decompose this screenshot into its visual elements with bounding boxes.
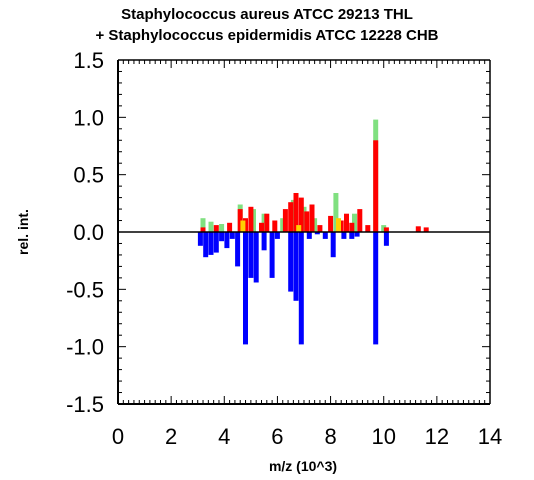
bar-blue-4 xyxy=(219,232,225,242)
bar-red-2 xyxy=(227,222,233,232)
bar-yellow-0 xyxy=(240,220,246,232)
bar-blue-17 xyxy=(306,232,312,239)
bar-blue-12 xyxy=(269,232,275,278)
bar-blue-16 xyxy=(298,232,304,345)
bar-blue-10 xyxy=(253,232,259,283)
bar-green-13 xyxy=(381,225,387,232)
x-tick-label: 4 xyxy=(218,424,230,449)
x-tick-label: 0 xyxy=(112,424,124,449)
bar-blue-9 xyxy=(248,232,254,278)
bar-green-1 xyxy=(208,221,214,232)
x-tick-label: 10 xyxy=(371,424,395,449)
y-tick-label: 1.5 xyxy=(73,48,104,73)
bar-green-9 xyxy=(312,218,318,232)
bar-blue-7 xyxy=(235,232,241,267)
bar-red-20 xyxy=(357,209,363,232)
bar-blue-19 xyxy=(322,232,328,239)
bar-red-14 xyxy=(309,204,315,232)
bar-red-22 xyxy=(373,140,379,232)
y-axis-label: rel. int. xyxy=(15,209,31,255)
chart-subtitle: + Staphylococcus epidermidis ATCC 12228 … xyxy=(95,27,439,44)
bar-red-7 xyxy=(264,213,270,232)
bar-blue-25 xyxy=(383,232,389,246)
bar-blue-14 xyxy=(288,232,294,292)
bar-green-6 xyxy=(280,218,286,232)
bar-green-5 xyxy=(261,213,267,232)
bar-red-17 xyxy=(338,220,344,232)
bar-red-24 xyxy=(415,226,421,232)
bar-green-8 xyxy=(301,206,307,232)
bar-green-7 xyxy=(290,199,296,232)
bar-red-15 xyxy=(317,225,323,232)
y-tick-label: 0.5 xyxy=(73,163,104,188)
bar-green-4 xyxy=(251,209,256,232)
x-tick-label: 14 xyxy=(478,424,502,449)
bar-red-5 xyxy=(248,206,254,232)
bar-red-3 xyxy=(237,209,243,232)
bar-yellow-2 xyxy=(296,225,302,232)
bar-red-10 xyxy=(288,202,294,232)
bar-blue-8 xyxy=(243,232,248,345)
bar-red-23 xyxy=(383,227,389,232)
bar-green-10 xyxy=(333,193,339,232)
bar-red-12 xyxy=(298,197,304,232)
bar-blue-0 xyxy=(197,232,203,246)
x-tick-label: 2 xyxy=(165,424,177,449)
bar-blue-3 xyxy=(213,232,219,253)
bar-red-6 xyxy=(259,222,264,232)
x-tick-label: 8 xyxy=(324,424,336,449)
bar-red-25 xyxy=(423,227,429,232)
bar-red-19 xyxy=(349,222,355,232)
x-tick-label: 6 xyxy=(271,424,283,449)
y-tick-label: -0.5 xyxy=(66,277,104,302)
bar-red-18 xyxy=(344,213,349,232)
bar-red-4 xyxy=(243,218,248,232)
bar-blue-2 xyxy=(208,232,214,255)
y-tick-label: 0.0 xyxy=(73,220,104,245)
bar-blue-20 xyxy=(330,232,336,258)
bar-blue-18 xyxy=(314,232,320,235)
bar-blue-22 xyxy=(349,232,355,239)
bar-red-16 xyxy=(328,215,334,232)
bar-blue-11 xyxy=(261,232,267,251)
bar-red-11 xyxy=(293,193,299,232)
y-tick-label: -1.0 xyxy=(66,335,104,360)
x-tick-label: 12 xyxy=(425,424,449,449)
bar-yellow-1 xyxy=(336,218,341,232)
y-tick-label: -1.5 xyxy=(66,392,104,417)
bar-blue-5 xyxy=(224,232,230,249)
bar-blue-21 xyxy=(341,232,347,239)
chart-title: Staphylococcus aureus ATCC 29213 THL xyxy=(121,6,413,23)
bar-green-2 xyxy=(219,224,225,232)
bar-green-11 xyxy=(352,213,357,232)
bar-blue-1 xyxy=(203,232,209,258)
bar-blue-23 xyxy=(354,232,360,237)
y-tick-label: 1.0 xyxy=(73,105,104,130)
bar-blue-15 xyxy=(293,232,299,301)
bar-red-8 xyxy=(272,220,278,232)
bar-blue-6 xyxy=(229,232,235,239)
bar-red-21 xyxy=(365,225,371,232)
bar-green-0 xyxy=(200,218,206,232)
bar-red-1 xyxy=(213,225,219,232)
bar-red-13 xyxy=(304,211,310,232)
bar-blue-13 xyxy=(274,232,280,239)
bar-red-9 xyxy=(282,209,288,232)
bar-blue-24 xyxy=(373,232,379,345)
bar-red-0 xyxy=(200,227,206,232)
x-axis-label: m/z (10^3) xyxy=(269,458,337,474)
